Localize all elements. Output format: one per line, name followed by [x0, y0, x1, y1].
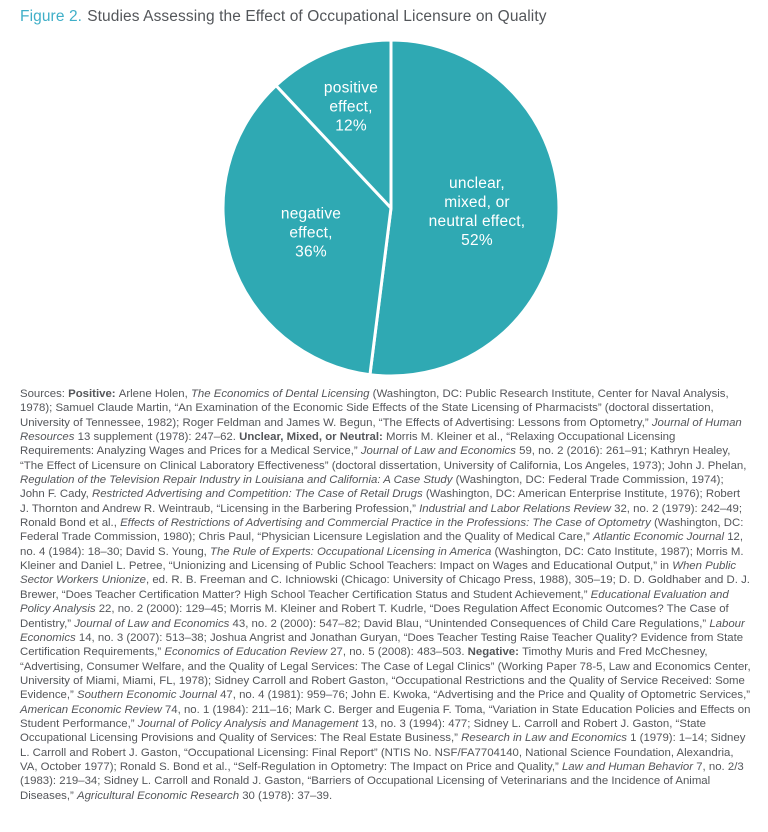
sources-segment: 7, no. 2/3 (1983): 219–34; Sidney L. Car…	[20, 760, 744, 802]
pie-slice-2	[274, 38, 393, 210]
sources-segment: Educational Evaluation and Policy Analys…	[20, 588, 729, 616]
sources-segment: 22, no. 2 (2000): 129–45; Morris M. Klei…	[20, 603, 729, 630]
pie-slice-1	[221, 84, 393, 377]
sources-segment: Atlantic Economic Journal	[592, 531, 725, 544]
figure-title: Figure 2. Studies Assessing the Effect of…	[20, 8, 547, 26]
sources-segment: 12, no. 4 (1984): 18–30; David S. Young,	[20, 531, 744, 558]
pie-label-unclear-mixed-neutral: unclear, mixed, or neutral effect, 52%	[428, 175, 526, 249]
sources-segment: 47, no. 4 (1981): 959–76; John E. Kwoka,…	[216, 689, 751, 702]
pie-label-positive-effect: positive effect, 12%	[323, 79, 379, 135]
sources-segment: (Washington, DC: Cato Institute, 1987); …	[20, 545, 744, 573]
sources-segment: Sources:	[20, 388, 69, 400]
sources-segment: (Washington, DC: Federal Trade Commissio…	[20, 517, 744, 544]
sources-segment: The Rule of Experts: Occupational Licens…	[210, 545, 492, 558]
sources-segment: The Economics of Dental Licensing	[190, 388, 370, 400]
sources-segment: Research in Law and Economics	[461, 732, 627, 745]
sources-segment: American Economic Review	[20, 703, 162, 716]
sources-segment: Journal of Human Resources	[20, 416, 742, 444]
sources-segment: Morris M. Kleiner et al., “Relaxing Occu…	[20, 431, 676, 458]
pie-label-negative-effect: negative effect, 36%	[280, 205, 342, 261]
sources-segment: 27, no. 5 (2008): 483–503.	[327, 646, 468, 659]
pie-chart: unclear, mixed, or neutral effect, 52% n…	[0, 0, 768, 385]
sources-segment: (Washington, DC: Federal Trade Commissio…	[20, 474, 724, 501]
sources-segment: 74, no. 1 (1984): 211–16; Mark C. Berger…	[20, 703, 751, 730]
sources-segment: Agricultural Economic Research	[76, 789, 240, 802]
sources-segment: Economics of Education Review	[164, 646, 328, 659]
sources-segment: 13, no. 3 (1994): 477; Sidney L. Carroll…	[20, 717, 706, 745]
sources-segment: (Washington, DC: American Enterprise Ins…	[20, 488, 741, 515]
pie-chart-svg	[221, 38, 561, 378]
figure-title-text: Studies Assessing the Effect of Occupati…	[87, 8, 547, 25]
sources-segment: Effects of Restrictions of Advertising a…	[120, 517, 651, 530]
sources-segment: Arlene Holen,	[118, 388, 191, 400]
sources-segment: 13 supplement (1978): 247–62.	[74, 431, 240, 444]
sources-segment: Journal of Policy Analysis and Managemen…	[137, 717, 359, 730]
sources-segment: , ed. R. B. Freeman and C. Ichniowski (C…	[20, 574, 750, 601]
sources-segment: Journal of Law and Economics	[74, 617, 230, 630]
sources-segment: 30 (1978): 37–39.	[239, 789, 333, 802]
sources-segment: 59, no. 2 (2016): 261–91; Kathryn Healey…	[20, 445, 747, 472]
sources-segment: Labour Economics	[20, 617, 745, 644]
sources-segment: Restricted Advertising and Competition: …	[91, 488, 423, 501]
sources-segment: 43, no. 2 (2000): 547–82; David Blau, “U…	[229, 617, 710, 630]
sources-segment: Timothy Muris and Fred McChesney, “Adver…	[20, 646, 751, 702]
sources-segment: When Public Sector Workers Unionize	[20, 560, 737, 587]
sources-segment: Unclear, Mixed, or Neutral:	[239, 431, 386, 444]
pie-slice-0	[368, 38, 561, 378]
sources-segment: (Washington, DC: Public Research Institu…	[20, 388, 729, 429]
sources-segment: Industrial and Labor Relations Review	[419, 502, 611, 515]
sources-paragraph: Sources: Positive: Arlene Holen, The Eco…	[20, 387, 751, 803]
sources-segment: 1 (1979): 1–14; Sidney L. Carroll and Ro…	[20, 732, 746, 773]
sources-segment: Journal of Law and Economics	[360, 445, 516, 458]
sources-segment: Negative:	[467, 646, 523, 659]
sources-segment: Positive:	[68, 388, 119, 400]
sources-segment: Regulation of the Television Repair Indu…	[20, 474, 453, 487]
sources-segment: 32, no. 2 (1979): 242–49; Ronald Bond et…	[20, 502, 743, 530]
sources-segment: Law and Human Behavior	[561, 760, 694, 773]
sources-segment: 14, no. 3 (2007): 513–38; Joshua Angrist…	[20, 631, 744, 659]
sources-segment: Southern Economic Journal	[76, 689, 217, 702]
figure-number-label: Figure 2.	[20, 8, 83, 25]
